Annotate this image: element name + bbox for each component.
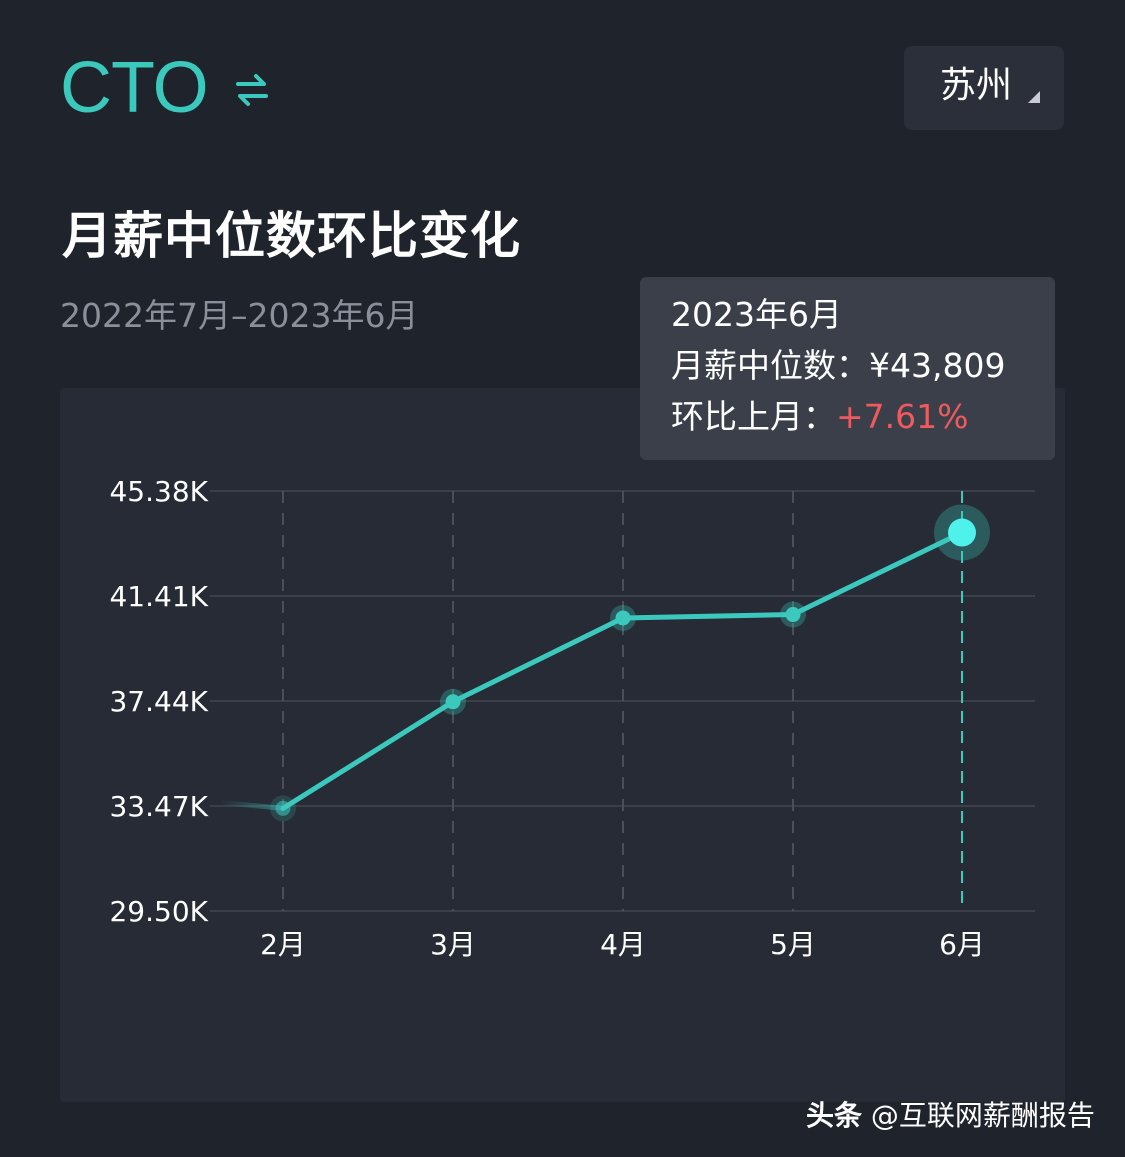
city-selector[interactable]: 苏州 <box>904 46 1064 130</box>
series-line-continuation <box>217 799 286 811</box>
tooltip-mom-label: 环比上月： <box>671 397 836 436</box>
tooltip-mom: 环比上月：+7.61% <box>671 395 968 439</box>
watermark: 头条 @互联网薪酬报告 <box>806 1096 1095 1136</box>
chart-card: 45.38K 41.41K 37.44K 33.47K 29.50K 2月 3月 4月 5月 6月 <box>60 388 1065 1102</box>
y-tick-label: 45.38K <box>109 475 208 508</box>
x-tick-label: 6月 <box>939 928 985 961</box>
watermark-brand: 头条 <box>806 1099 863 1132</box>
role-title: CTO <box>60 48 209 128</box>
caret-down-icon <box>1028 91 1040 103</box>
tooltip-median-label: 月薪中位数： <box>671 346 869 385</box>
y-tick-label: 37.44K <box>109 685 208 718</box>
y-tick-label: 41.41K <box>109 580 208 613</box>
data-point <box>275 800 291 816</box>
data-point <box>445 694 461 710</box>
tooltip-mom-value: +7.61% <box>836 397 969 436</box>
data-point-highlighted <box>948 518 976 547</box>
tooltip-month: 2023年6月 <box>671 295 842 334</box>
swap-arrows-icon[interactable] <box>234 70 270 110</box>
y-tick-label: 33.47K <box>109 790 208 823</box>
x-tick-label: 5月 <box>770 928 816 961</box>
y-tick-label: 29.50K <box>109 895 208 928</box>
line-chart[interactable]: 45.38K 41.41K 37.44K 33.47K 29.50K 2月 3月 4月 5月 6月 <box>60 388 1065 1102</box>
data-point <box>785 607 801 623</box>
x-tick-label: 2月 <box>260 928 306 961</box>
section-title: 月薪中位数环比变化 <box>62 207 521 265</box>
x-tick-label: 3月 <box>430 928 476 961</box>
city-label: 苏州 <box>940 65 1013 106</box>
period-range: 2022年7月–2023年6月 <box>60 296 419 335</box>
data-point <box>615 610 631 626</box>
watermark-account: @互联网薪酬报告 <box>870 1099 1095 1132</box>
x-tick-label: 4月 <box>600 928 646 961</box>
tooltip-median: 月薪中位数：¥43,809 <box>671 344 1005 388</box>
tooltip-median-value: ¥43,809 <box>869 346 1006 385</box>
chart-tooltip: 2023年6月 月薪中位数：¥43,809 环比上月：+7.61% <box>640 277 1055 460</box>
